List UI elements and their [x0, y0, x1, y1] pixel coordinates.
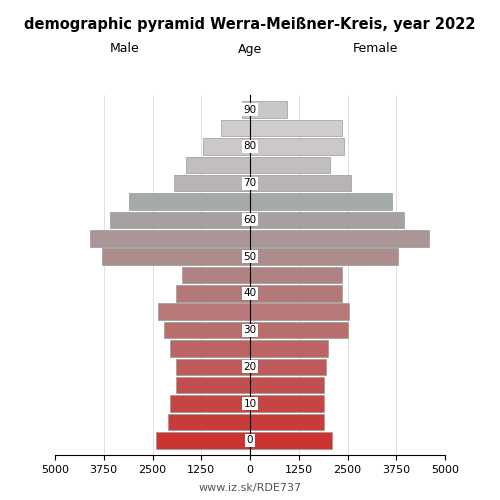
Text: 50: 50 [244, 252, 256, 262]
Text: demographic pyramid Werra-Meißner-Kreis, year 2022: demographic pyramid Werra-Meißner-Kreis,… [24, 18, 476, 32]
Bar [158, 304, 250, 320]
Bar [129, 194, 250, 210]
Bar [168, 414, 250, 430]
Text: 60: 60 [244, 215, 256, 225]
Bar [250, 194, 392, 210]
Text: Age: Age [238, 42, 262, 56]
Bar [250, 102, 287, 118]
Bar [176, 377, 250, 394]
Bar [250, 377, 324, 394]
Bar [250, 396, 324, 412]
Bar [250, 175, 352, 192]
Bar [250, 156, 330, 173]
Text: Female: Female [352, 42, 398, 56]
Bar [250, 285, 342, 302]
Text: 40: 40 [244, 288, 256, 298]
Bar [250, 230, 430, 246]
Bar [250, 304, 350, 320]
Bar [186, 156, 250, 173]
Bar [174, 175, 250, 192]
Bar [250, 266, 342, 283]
Bar [250, 120, 342, 136]
Bar [242, 102, 250, 118]
Text: www.iz.sk/RDE737: www.iz.sk/RDE737 [198, 483, 302, 493]
Bar [170, 340, 250, 356]
Bar [203, 138, 250, 154]
Bar [170, 396, 250, 412]
Bar [250, 322, 348, 338]
Text: Male: Male [110, 42, 140, 56]
Bar [182, 266, 250, 283]
Bar [250, 340, 328, 356]
Bar [176, 358, 250, 375]
Text: 70: 70 [244, 178, 256, 188]
Bar [250, 138, 344, 154]
Bar [110, 212, 250, 228]
Bar [221, 120, 250, 136]
Bar [164, 322, 250, 338]
Bar [156, 432, 250, 448]
Bar [250, 212, 404, 228]
Bar [102, 248, 250, 265]
Bar [176, 285, 250, 302]
Text: 20: 20 [244, 362, 256, 372]
Bar [250, 358, 326, 375]
Text: 30: 30 [244, 325, 256, 335]
Text: 0: 0 [247, 436, 254, 446]
Text: 10: 10 [244, 398, 256, 408]
Text: 90: 90 [244, 104, 256, 115]
Bar [250, 414, 324, 430]
Bar [90, 230, 250, 246]
Bar [250, 248, 398, 265]
Bar [250, 432, 332, 448]
Text: 80: 80 [244, 142, 256, 152]
